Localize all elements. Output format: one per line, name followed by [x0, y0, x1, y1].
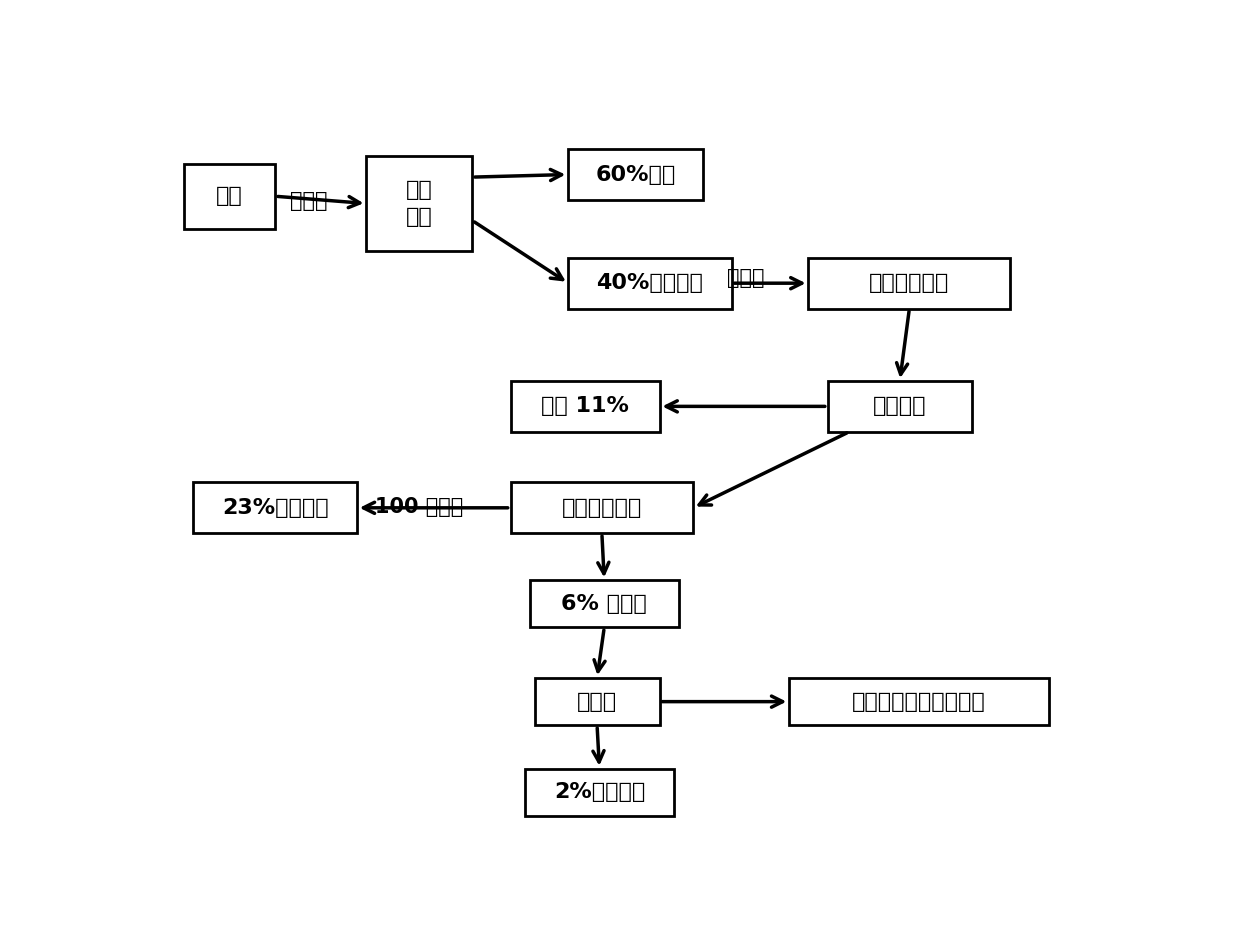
Text: 预处理: 预处理	[290, 191, 327, 212]
Text: 回收利用不凝气和液相: 回收利用不凝气和液相	[852, 692, 986, 711]
Bar	[511, 381, 660, 432]
Bar	[789, 678, 1049, 726]
Text: 100 目过滤: 100 目过滤	[376, 497, 464, 517]
Text: 含泥沙的原油: 含泥沙的原油	[562, 498, 642, 518]
Text: 过滤分离: 过滤分离	[873, 396, 926, 416]
Text: 水相 11%: 水相 11%	[541, 396, 629, 416]
Bar	[808, 258, 1011, 309]
Bar	[511, 483, 693, 534]
Text: 6% 含油泥: 6% 含油泥	[562, 594, 647, 614]
Bar	[184, 164, 275, 229]
Text: 40%含油固体: 40%含油固体	[596, 273, 703, 294]
Bar	[529, 581, 678, 628]
Text: 油泥: 油泥	[216, 186, 243, 206]
Bar	[525, 769, 675, 816]
Text: 氧化剂: 氧化剂	[728, 268, 765, 288]
Text: 23%原油回收: 23%原油回收	[222, 498, 329, 518]
Bar	[193, 483, 357, 534]
Text: 热裂解: 热裂解	[577, 692, 618, 711]
Bar	[534, 678, 660, 726]
Text: 水热催化氧化: 水热催化氧化	[869, 273, 950, 294]
Bar	[568, 258, 732, 309]
Bar	[367, 156, 472, 250]
Text: 过滤
分离: 过滤 分离	[405, 181, 433, 227]
Bar	[568, 150, 703, 199]
Text: 2%泥沙排放: 2%泥沙排放	[554, 782, 645, 803]
Bar	[828, 381, 972, 432]
Text: 60%污水: 60%污水	[595, 165, 676, 184]
